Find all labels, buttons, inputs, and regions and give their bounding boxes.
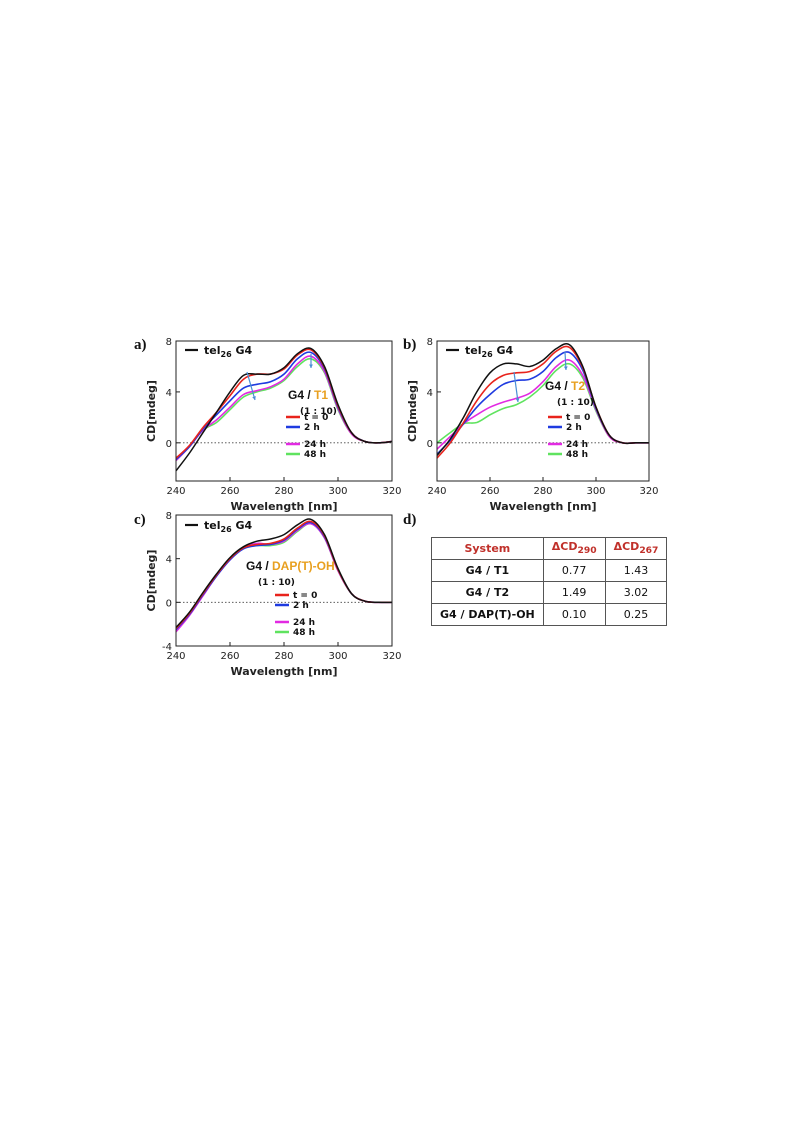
trend-arrow [513,371,519,403]
trend-arrow-head [309,364,313,368]
x-axis-label: Wavelength [nm] [231,665,338,678]
legend-label-h2: 2 h [293,601,309,611]
ratio-label: (1 : 10) [300,407,337,417]
y-tick-label: 8 [427,337,433,348]
table-cell: 1.43 [604,559,668,582]
plot-frame [175,340,393,482]
legend-label-h24: 24 h [566,440,588,450]
x-axis-label: Wavelength [nm] [490,500,597,513]
chart-panel-b: 240 260 280 300 320 0 4 8 Wavelength [nm] CD[mdeg… [406,337,659,513]
y-tick-label: 8 [166,511,172,522]
legend-label-h48: 48 h [304,450,326,460]
x-tick-label: 320 [639,486,658,497]
trend-arrow-head [515,398,520,402]
y-tick-label: 0 [166,439,172,450]
trend-arrow-head [252,396,256,400]
series-line-t0 [175,348,393,459]
x-tick-label: 280 [274,651,293,662]
table-cell: 3.02 [604,581,668,604]
delta-cd-table: System ΔCD290 ΔCD267 G4 / T1 0.77 1.43 G… [431,537,668,626]
y-axis-label: CD[mdeg] [145,550,158,612]
y-axis-label: CD[mdeg] [145,380,158,442]
table-cell: 1.49 [542,581,606,604]
legend-label-h24: 24 h [304,440,326,450]
table-header-dcd267: ΔCD267 [604,537,668,560]
system-label: G4 / T2 [545,379,585,393]
x-tick-label: 300 [328,486,347,497]
legend-label-tel26: tel26 G4 [204,344,252,359]
y-tick-label: 4 [427,388,433,399]
y-tick-label: 0 [166,598,172,609]
x-tick-label: 240 [166,486,185,497]
table-cell: 0.25 [604,603,668,626]
series-line-h2 [436,351,649,455]
legend-label-h48: 48 h [566,450,588,460]
panel-letter-d: d) [403,512,416,528]
y-tick-label: 4 [166,555,172,566]
x-tick-label: 300 [328,651,347,662]
table-row: G4 / DAP(T)-OH 0.10 0.25 [431,603,668,626]
panel-letter-c: c) [134,512,146,528]
series-line-tel26 [175,347,393,472]
panel-letter-b: b) [403,337,416,353]
series-line-t0 [175,520,393,630]
table-row: G4 / T2 1.49 3.02 [431,581,668,604]
plot-frame [436,340,650,482]
series-line-tel26 [436,343,649,456]
y-tick-label: 8 [166,337,172,348]
ratio-label: (1 : 10) [258,578,295,588]
table-cell: 0.10 [542,603,606,626]
ratio-label: (1 : 10) [557,398,594,408]
table-cell: G4 / T1 [431,559,544,582]
chart-panel-c: 240 260 280 300 320 -4 0 4 8 Wavelength [nm] CD[md… [145,511,402,678]
x-tick-label: 300 [586,486,605,497]
table-cell: G4 / T2 [431,581,544,604]
x-tick-label: 240 [166,651,185,662]
y-axis-label: CD[mdeg] [406,380,419,442]
table-header-row: System ΔCD290 ΔCD267 [431,537,668,560]
table-cell: G4 / DAP(T)-OH [431,603,544,626]
system-label: G4 / DAP(T)-OH [246,559,335,573]
series-line-tel26 [175,518,393,628]
x-tick-label: 240 [427,486,446,497]
legend-label-h24: 24 h [293,618,315,628]
table-cell: 0.77 [542,559,606,582]
legend-label-t0: t = 0 [566,413,590,423]
legend-label-h2: 2 h [304,423,320,433]
series-line-h48 [436,362,649,445]
chart-panel-a: 240 260 280 300 320 0 4 8 Wavelength [nm] CD[mdeg… [145,337,402,513]
legend-label-tel26: tel26 G4 [204,519,252,534]
x-tick-label: 320 [382,651,401,662]
legend-label-tel26: tel26 G4 [465,344,513,359]
x-tick-label: 280 [274,486,293,497]
x-tick-label: 320 [382,486,401,497]
system-label: G4 / T1 [288,388,328,402]
series-line-h24 [175,355,393,462]
table-header-system: System [431,537,544,560]
y-tick-label: -4 [162,642,172,653]
legend-label-h48: 48 h [293,628,315,638]
series-line-h24 [436,358,649,450]
x-tick-label: 260 [220,651,239,662]
y-tick-label: 4 [166,388,172,399]
trend-arrow [246,371,256,401]
y-tick-label: 0 [427,439,433,450]
table-row: G4 / T1 0.77 1.43 [431,559,668,582]
trend-arrow-head [563,366,568,370]
table-header-dcd290: ΔCD290 [542,537,606,560]
legend-label-h2: 2 h [566,423,582,433]
x-tick-label: 260 [220,486,239,497]
x-axis-label: Wavelength [nm] [231,500,338,513]
legend-label-t0: t = 0 [304,413,328,423]
legend-label-t0: t = 0 [293,591,317,601]
x-tick-label: 260 [480,486,499,497]
panel-letter-a: a) [134,337,147,353]
x-tick-label: 280 [533,486,552,497]
